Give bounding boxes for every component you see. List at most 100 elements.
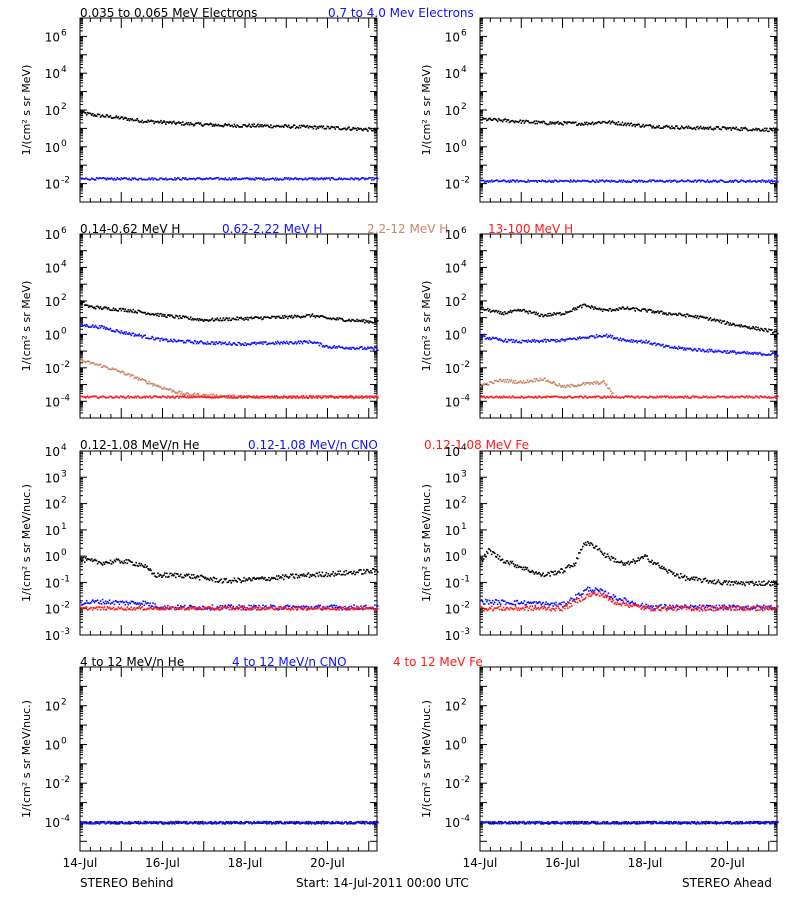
data-point-protons-behind-s1 [281,341,283,344]
data-point-protons-ahead-s3 [718,395,721,398]
data-point-protons-behind-s3 [279,396,281,399]
data-point-electrons-ahead-s0 [745,127,747,130]
data-point-electrons-behind-s0 [108,116,111,118]
data-point-electrons-ahead-s0 [574,121,576,124]
data-point-protons-ahead-s0 [700,316,703,318]
data-point-protons-behind-s2 [185,392,188,394]
data-point-protons-behind-s2 [311,397,314,400]
data-point-protons-ahead-s2 [539,377,542,380]
data-point-protons-behind-s0 [100,308,103,310]
data-point-electrons-ahead-s0 [640,126,642,128]
data-point-protons-ahead-s3 [555,395,557,398]
data-point-heavy-low-behind-s0 [213,577,216,579]
data-point-protons-ahead-s0 [480,307,482,310]
data-point-protons-ahead-s1 [770,354,772,356]
data-point-protons-behind-s1 [365,348,367,351]
data-point-electrons-ahead-s0 [670,127,672,130]
data-point-protons-behind-s1 [101,325,104,328]
data-point-protons-ahead-s0 [743,325,745,328]
data-point-protons-behind-s1 [205,343,208,345]
data-point-electrons-ahead-s0 [760,130,762,132]
data-point-electrons-ahead-s0 [498,119,501,121]
data-point-heavy-low-behind-s0 [84,561,86,563]
data-point-electrons-behind-s1 [311,177,314,179]
data-point-electrons-behind-s1 [184,177,187,179]
data-point-protons-ahead-s3 [509,396,512,399]
data-point-electrons-behind-s0 [81,112,83,115]
data-point-protons-behind-s0 [329,317,332,319]
data-point-protons-ahead-s1 [571,338,573,340]
data-point-protons-behind-s2 [87,360,90,363]
data-point-protons-behind-s0 [138,309,140,312]
legend-protons-1: 0.62-2.22 MeV H [222,222,323,236]
data-point-electrons-behind-s1 [338,177,340,179]
data-point-protons-ahead-s1 [672,346,674,349]
data-point-protons-behind-s0 [205,319,208,321]
data-point-protons-behind-s1 [333,345,335,347]
data-point-protons-behind-s1 [145,337,147,339]
data-point-electrons-ahead-s0 [727,127,730,130]
data-point-heavy-low-behind-s0 [288,575,291,578]
data-point-electrons-ahead-s1 [560,180,562,182]
data-point-protons-ahead-s3 [595,395,598,398]
data-point-protons-behind-s1 [90,325,93,328]
data-point-protons-ahead-s1 [746,351,748,353]
data-point-protons-ahead-s3 [730,396,733,398]
data-point-protons-behind-s2 [103,365,106,367]
data-point-protons-ahead-s0 [597,308,600,311]
data-point-protons-behind-s0 [316,315,319,317]
data-point-heavy-low-behind-s0 [134,564,136,567]
data-point-protons-behind-s0 [154,313,156,316]
data-point-protons-ahead-s3 [702,395,705,397]
data-point-protons-ahead-s3 [634,397,636,399]
data-point-protons-ahead-s0 [695,316,698,319]
data-point-electrons-behind-s0 [357,127,359,129]
data-point-protons-ahead-s3 [651,395,653,398]
data-point-heavy-low-behind-s0 [225,577,228,580]
data-point-protons-behind-s2 [172,389,174,392]
data-point-protons-behind-s0 [351,318,353,321]
y-tick-label: 10 [45,178,60,192]
data-point-protons-ahead-s3 [567,395,569,398]
data-point-protons-ahead-s2 [609,387,611,390]
data-point-electrons-behind-s0 [118,118,121,120]
data-point-protons-behind-s1 [272,341,274,344]
data-point-electrons-behind-s0 [376,129,378,131]
data-point-electrons-ahead-s0 [679,128,681,130]
data-point-protons-behind-s0 [343,320,345,322]
data-point-protons-behind-s0 [198,318,201,320]
y-tick-label: 10 [45,445,60,459]
data-point-electrons-behind-s0 [116,117,119,119]
data-point-protons-ahead-s3 [672,396,674,399]
data-point-heavy-low-behind-s0 [240,581,242,584]
data-point-protons-ahead-s0 [701,315,704,318]
data-point-protons-behind-s1 [244,342,246,344]
data-point-electrons-behind-s0 [89,112,92,115]
data-point-electrons-behind-s1 [171,178,173,180]
data-point-heavy-low-behind-s0 [154,575,156,577]
data-point-protons-ahead-s3 [484,396,486,399]
data-point-heavy-low-behind-s0 [226,581,229,584]
data-point-protons-behind-s1 [307,342,310,345]
data-point-protons-ahead-s3 [495,395,498,398]
data-point-electrons-ahead-s1 [487,181,490,183]
data-point-electrons-behind-s0 [306,125,309,127]
data-point-protons-behind-s0 [344,320,346,322]
data-point-electrons-behind-s1 [131,177,134,179]
y-tick-exponent: 2 [61,496,67,506]
data-point-protons-behind-s3 [319,396,322,399]
y-tick-exponent: -1 [61,574,70,584]
data-point-protons-behind-s0 [116,310,119,312]
y-tick-label: 10 [45,524,60,538]
data-point-heavy-low-behind-s0 [208,579,211,582]
data-point-protons-behind-s3 [217,397,220,399]
data-point-heavy-low-behind-s0 [233,577,236,580]
data-point-electrons-behind-s1 [376,177,378,179]
data-point-heavy-low-behind-s0 [108,562,111,564]
data-point-protons-ahead-s2 [517,381,520,383]
data-point-protons-behind-s2 [163,386,165,389]
data-point-protons-behind-s1 [92,326,95,329]
data-point-protons-ahead-s2 [593,381,595,383]
data-point-protons-ahead-s0 [637,308,639,311]
data-point-protons-behind-s1 [218,341,221,343]
